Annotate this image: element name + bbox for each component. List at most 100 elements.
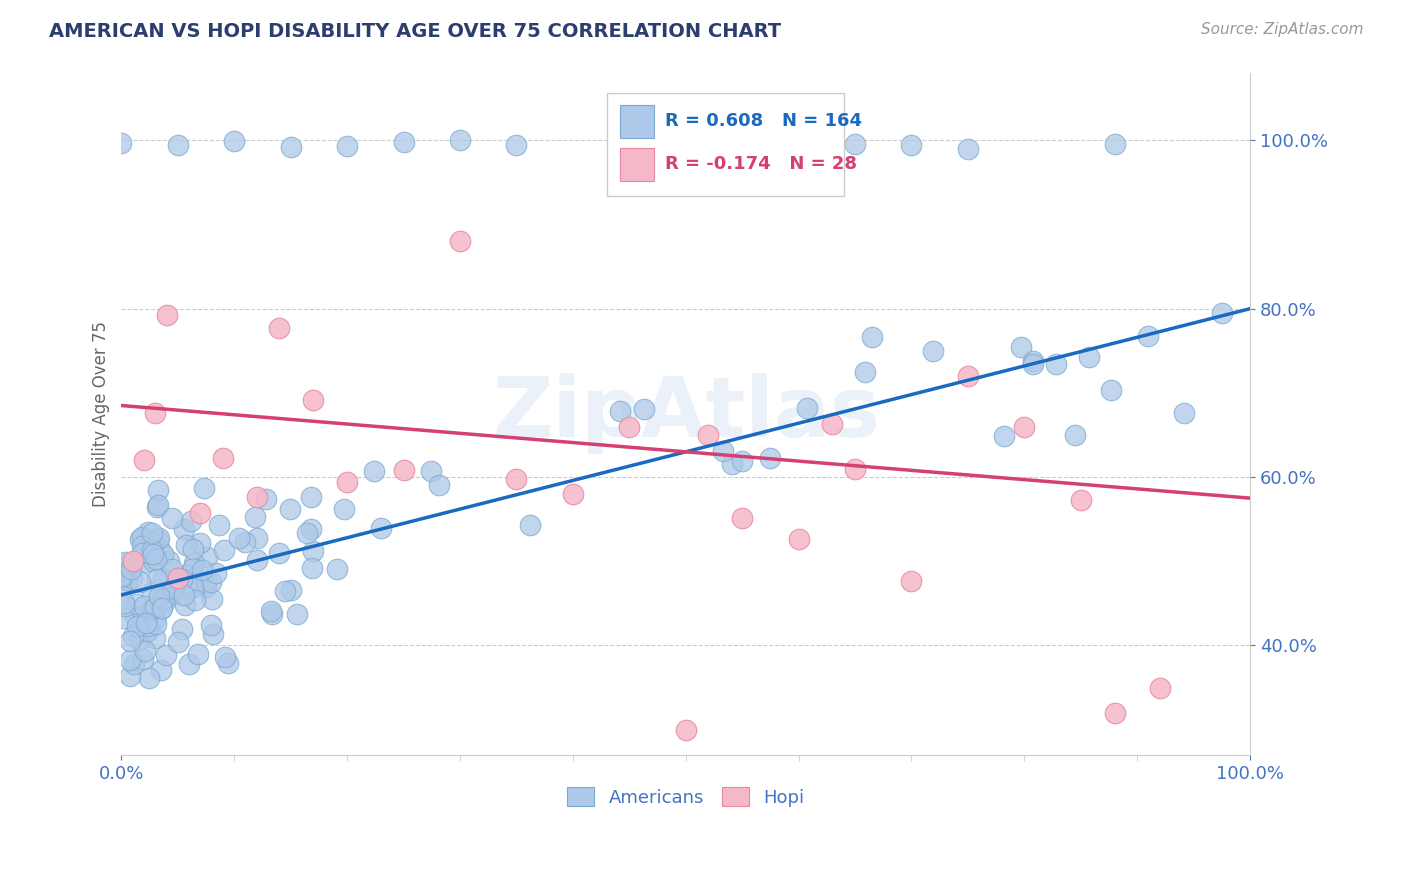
Point [135,555,157,569]
Point [633,402,655,417]
Point [193,481,215,495]
Point [181,581,204,595]
Point [145,617,167,632]
Point [120,562,142,576]
Point [269,546,291,560]
Point [302,393,325,408]
Point [731,133,754,147]
Point [114,599,136,614]
Point [207,518,229,533]
Point [1136,328,1159,343]
Point [301,561,323,575]
Point [505,137,527,152]
Point [146,533,169,548]
Point [675,723,697,737]
Text: AMERICAN VS HOPI DISABILITY AGE OVER 75 CORRELATION CHART: AMERICAN VS HOPI DISABILITY AGE OVER 75 … [49,22,782,41]
Point [228,531,250,545]
Point [135,615,157,630]
Point [427,477,450,491]
Point [1149,681,1171,695]
Point [141,602,163,616]
Point [363,464,385,478]
Point [200,575,222,590]
Point [152,572,174,586]
Point [132,599,155,613]
Point [280,583,302,598]
Point [180,514,202,528]
Point [187,647,209,661]
Point [201,592,224,607]
Point [759,450,782,465]
Point [262,607,284,622]
Point [177,657,200,671]
Point [561,487,583,501]
Point [301,544,323,558]
Point [212,542,235,557]
Point [152,547,174,561]
Point [120,633,142,648]
Point [1022,354,1045,368]
Point [152,586,174,600]
Point [118,669,141,683]
Point [110,570,132,584]
Point [136,619,159,633]
Point [112,596,135,610]
Point [900,574,922,588]
Point [146,500,169,514]
Point [167,635,190,649]
Point [821,417,844,431]
Point [141,542,163,557]
Point [796,401,818,415]
Point [167,571,190,585]
Text: Source: ZipAtlas.com: Source: ZipAtlas.com [1201,22,1364,37]
Point [333,502,356,516]
Point [143,406,166,420]
Point [131,652,153,666]
FancyBboxPatch shape [607,94,844,195]
Point [118,652,141,666]
Point [173,588,195,602]
Point [155,648,177,662]
Point [1070,493,1092,508]
Point [118,557,141,571]
Point [280,140,302,154]
Point [1104,136,1126,151]
Point [160,562,183,576]
Point [184,593,207,607]
Point [212,450,235,465]
Point [174,567,197,582]
Point [922,344,945,359]
Point [172,572,194,586]
Point [260,604,283,618]
Point [449,133,471,147]
Point [299,490,322,504]
Point [254,492,277,507]
Point [173,522,195,536]
Point [121,554,143,568]
Point [162,581,184,595]
Point [124,657,146,671]
Point [278,501,301,516]
Point [993,429,1015,443]
Text: R = -0.174   N = 28: R = -0.174 N = 28 [665,155,858,173]
Point [131,539,153,553]
Text: ZipAtlas: ZipAtlas [492,374,880,454]
Point [114,555,136,569]
Point [149,663,172,677]
Point [711,444,734,458]
Point [956,369,979,384]
Point [297,526,319,541]
Point [146,498,169,512]
Point [392,463,415,477]
Point [1014,420,1036,434]
Point [274,583,297,598]
Point [619,419,641,434]
Legend: Americans, Hopi: Americans, Hopi [560,780,811,814]
Point [181,541,204,556]
Point [900,138,922,153]
Point [141,584,163,599]
Point [157,554,180,568]
Point [145,632,167,646]
Point [336,138,359,153]
Point [1099,383,1122,397]
